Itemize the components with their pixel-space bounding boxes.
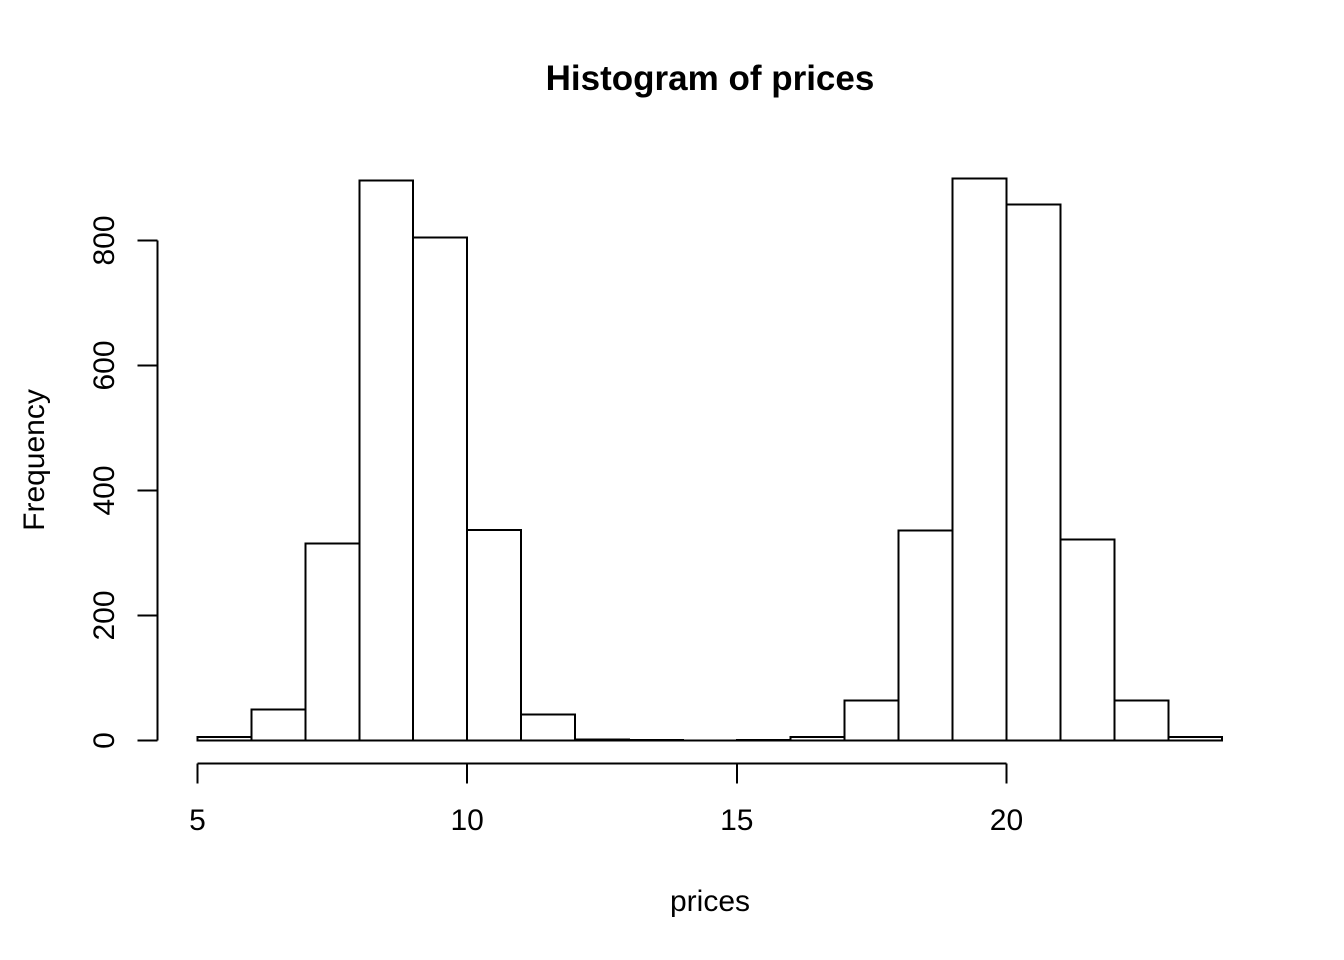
- y-axis-title: Frequency: [18, 389, 51, 531]
- histogram-bar: [358, 179, 415, 742]
- histogram-bar: [304, 542, 361, 742]
- histogram-bars: [196, 177, 1224, 742]
- x-axis: 5 10 15 20: [189, 762, 1023, 837]
- histogram-bar: [1113, 699, 1170, 742]
- x-axis-title: prices: [670, 885, 750, 918]
- y-axis-tick-label: 200: [88, 590, 121, 640]
- histogram-bar: [412, 236, 469, 742]
- y-axis-tick-label: 0: [88, 732, 121, 749]
- histogram-bar: [250, 708, 307, 742]
- x-axis-tick-label: 20: [990, 804, 1023, 837]
- histogram-bar: [843, 699, 900, 742]
- x-axis-tick-label: 5: [189, 804, 206, 837]
- x-axis-tick-label: 10: [450, 804, 483, 837]
- histogram-bar: [1005, 203, 1062, 742]
- histogram-bar: [1167, 735, 1224, 742]
- y-axis: 0 200 400 600 800: [88, 215, 159, 749]
- histogram-bar: [574, 738, 630, 742]
- histogram-bar: [735, 738, 792, 742]
- y-axis-tick-label: 400: [88, 465, 121, 515]
- histogram-bar: [897, 529, 954, 742]
- histogram-bar: [520, 713, 577, 742]
- histogram-bar: [627, 738, 684, 742]
- x-axis-tick-label: 15: [720, 804, 753, 837]
- chart-title: Histogram of prices: [546, 59, 875, 98]
- histogram-bar: [789, 735, 846, 742]
- histogram-bar: [466, 528, 523, 742]
- histogram-bar: [951, 177, 1008, 742]
- y-axis-tick-label: 800: [88, 215, 121, 265]
- y-axis-tick-label: 600: [88, 340, 121, 390]
- histogram-bar: [196, 735, 253, 742]
- histogram-bar: [1059, 538, 1116, 742]
